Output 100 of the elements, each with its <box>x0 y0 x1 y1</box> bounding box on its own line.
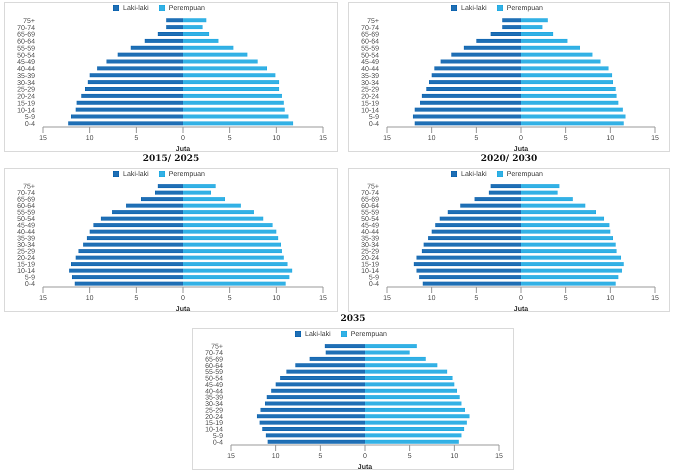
bar <box>183 114 288 118</box>
bar <box>435 223 521 228</box>
bar <box>183 121 294 126</box>
bar <box>365 370 448 374</box>
bar <box>280 376 365 380</box>
bar <box>90 230 183 234</box>
bar <box>183 38 218 43</box>
bar <box>521 52 592 57</box>
bar <box>271 388 365 393</box>
bar <box>183 25 203 30</box>
chart-title: 2020/ 2030 <box>480 154 538 166</box>
bar <box>365 414 470 418</box>
bar <box>183 94 282 98</box>
bar <box>422 282 521 286</box>
bar <box>490 32 521 36</box>
bar <box>428 80 521 84</box>
bar <box>183 100 284 105</box>
bar <box>434 66 521 70</box>
bar <box>326 350 365 355</box>
bar <box>521 249 617 254</box>
chart-title: 2035 <box>339 314 367 326</box>
bar <box>521 121 624 126</box>
bar <box>276 382 365 386</box>
bar <box>166 25 183 30</box>
bar <box>521 38 568 43</box>
bar <box>158 32 183 36</box>
bar <box>521 262 624 266</box>
bar <box>144 38 183 43</box>
bar <box>521 59 601 64</box>
bar <box>521 100 618 105</box>
bar <box>521 86 616 91</box>
bar <box>488 190 521 195</box>
bar <box>183 223 273 228</box>
bar <box>365 440 459 444</box>
bar <box>183 230 276 234</box>
bar <box>414 108 521 112</box>
bar <box>365 356 426 361</box>
bar <box>490 184 521 188</box>
bar <box>183 282 286 286</box>
bar <box>424 242 521 247</box>
bar <box>521 282 616 286</box>
bar <box>365 408 466 412</box>
bar <box>521 210 596 214</box>
bar <box>365 388 458 393</box>
bar <box>521 204 586 208</box>
bar <box>68 121 183 126</box>
bar <box>183 32 210 36</box>
bar <box>365 433 462 438</box>
bar <box>521 94 617 98</box>
bar <box>71 114 183 118</box>
bar <box>183 86 280 91</box>
bar <box>183 275 290 280</box>
bar <box>476 38 521 43</box>
bar <box>85 86 183 91</box>
bar <box>440 216 521 221</box>
bar <box>106 59 183 64</box>
bar <box>71 262 183 266</box>
bar <box>155 190 183 195</box>
bar <box>365 376 453 380</box>
bar <box>266 433 365 438</box>
bar <box>412 114 521 118</box>
bar <box>183 249 282 254</box>
bar <box>295 363 365 368</box>
bar <box>365 402 462 406</box>
bar <box>260 420 365 425</box>
bar <box>183 18 206 22</box>
bar <box>112 210 183 214</box>
bar <box>158 184 183 188</box>
bar <box>260 408 365 412</box>
bar <box>428 236 521 240</box>
bar <box>83 242 183 247</box>
bar <box>521 216 604 221</box>
bar <box>521 190 558 195</box>
bar <box>183 210 254 214</box>
bar <box>310 356 365 361</box>
bar <box>126 204 183 208</box>
bar <box>521 114 626 118</box>
bar <box>521 236 614 240</box>
bar <box>502 18 521 22</box>
bar <box>76 108 183 112</box>
bar <box>419 275 521 280</box>
bar <box>416 256 521 260</box>
bar <box>521 46 580 50</box>
bar <box>521 80 614 84</box>
bar <box>422 249 521 254</box>
bar <box>118 52 183 57</box>
bar <box>521 184 560 188</box>
bar <box>183 184 216 188</box>
bar <box>448 210 521 214</box>
bar <box>183 236 278 240</box>
bar <box>183 204 241 208</box>
bar <box>69 268 183 273</box>
bar <box>521 73 612 78</box>
bar <box>141 197 183 202</box>
bar <box>183 66 267 70</box>
bar <box>166 18 183 22</box>
bar <box>521 197 573 202</box>
bar <box>130 46 183 50</box>
bar <box>100 216 183 221</box>
bar <box>521 256 622 260</box>
